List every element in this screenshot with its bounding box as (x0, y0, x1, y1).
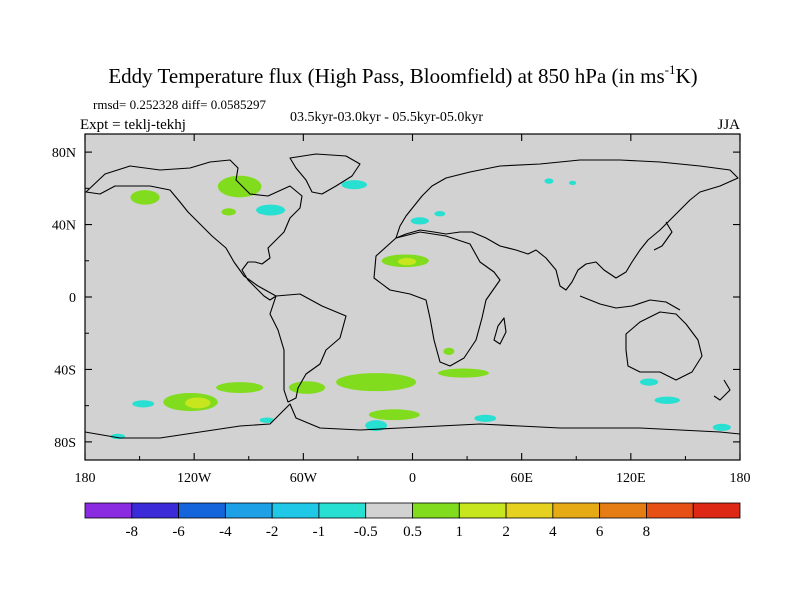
experiment-text: Expt = teklj-tekhj (80, 117, 186, 133)
coast-madagascar (493, 317, 507, 345)
coastlines (85, 153, 740, 439)
coast-antarctica (85, 403, 740, 439)
colorbar-swatch (412, 502, 460, 519)
colorbar-swatch (224, 502, 273, 519)
anomaly-region-5 (544, 178, 577, 186)
coast-africa (373, 231, 501, 367)
anomaly-patch (336, 373, 417, 392)
colorbar-swatch (178, 502, 226, 519)
coast-south-america (269, 293, 347, 403)
anomaly-region-6 (443, 347, 455, 355)
anomaly-patch (341, 180, 368, 190)
colorbar-label: -6 (172, 524, 185, 540)
anomaly-patch (434, 210, 446, 217)
coast-europe-asia (395, 159, 739, 291)
colorbar-swatch (692, 502, 741, 519)
anomaly-region-2 (221, 180, 368, 216)
anomaly-patch (639, 378, 659, 386)
anomaly-patch (544, 178, 554, 184)
coast-indonesia (579, 295, 681, 311)
x-axis: 180 120W 60W 0 60E 120E 180 (75, 134, 751, 486)
title-suffix: K) (675, 64, 697, 88)
anomaly-patch (397, 258, 417, 266)
coast-north-america (85, 159, 303, 301)
colorbar-label: -0.5 (354, 524, 378, 540)
anomaly-patch (288, 381, 326, 394)
anomaly-region-0 (217, 175, 262, 198)
anomaly-patch (437, 368, 489, 378)
coast-australia (625, 311, 703, 381)
colorbar-label: 6 (596, 524, 604, 540)
colorbar: -8 -6 -4 -2 -1 -0.5 0.5 1 2 4 6 8 (84, 502, 741, 540)
anomaly-patch (474, 414, 497, 422)
anomaly-patch (259, 417, 275, 423)
colorbar-swatch (131, 502, 179, 519)
colorbar-label: 0.5 (403, 524, 422, 540)
y-tick-label: 0 (69, 291, 76, 306)
colorbar-label: -8 (126, 524, 139, 540)
anomaly-patch (217, 175, 262, 198)
y-axis: 80N 40N 0 40S 80S (52, 146, 740, 451)
anomaly-region-7 (163, 368, 489, 421)
x-tick-label: 180 (730, 471, 751, 486)
anomaly-region-1 (130, 190, 160, 205)
anomaly-region-3 (410, 210, 446, 225)
season-text: JJA (717, 117, 740, 133)
coast-new-zealand (713, 379, 731, 401)
anomaly-patch (132, 400, 155, 408)
colorbar-swatch (505, 502, 554, 519)
anomaly-layer (110, 175, 731, 440)
colorbar-label: -4 (219, 524, 232, 540)
colorbar-label: 1 (456, 524, 464, 540)
anomaly-patch (443, 347, 455, 355)
colorbar-label: 2 (502, 524, 510, 540)
x-tick-label: 120E (616, 471, 646, 486)
period-text: 03.5kyr-03.0kyr - 05.5kyr-05.0kyr (290, 110, 483, 125)
anomaly-patch (216, 382, 264, 393)
colorbar-swatch (318, 502, 367, 519)
stats-text: rmsd= 0.252328 diff= 0.0585297 (93, 97, 266, 112)
coast-japan (653, 221, 673, 251)
colorbar-swatch (84, 502, 133, 519)
colorbar-swatch (271, 502, 320, 519)
y-tick-label: 80S (54, 436, 76, 451)
colorbar-label: -1 (313, 524, 326, 540)
anomaly-patch (568, 180, 577, 186)
x-tick-label: 0 (409, 471, 416, 486)
anomaly-patch (365, 420, 388, 432)
title-superscript: -1 (665, 62, 676, 77)
x-tick-label: 120W (177, 471, 212, 486)
anomaly-patch (410, 217, 429, 225)
colorbar-label: 4 (549, 524, 557, 540)
colorbar-label: 8 (643, 524, 651, 540)
coast-greenland (289, 153, 361, 195)
anomaly-patch (185, 397, 211, 409)
x-tick-label: 180 (75, 471, 96, 486)
y-tick-label: 40N (52, 219, 76, 234)
anomaly-patch (654, 396, 680, 404)
anomaly-patch (221, 208, 237, 216)
chart-title: Eddy Temperature flux (High Pass, Bloomf… (108, 62, 697, 88)
colorbar-swatch (365, 502, 413, 519)
colorbar-swatch (646, 502, 694, 519)
x-tick-label: 60W (290, 471, 318, 486)
anomaly-patch (712, 423, 731, 432)
colorbar-label: -2 (266, 524, 279, 540)
y-tick-label: 80N (52, 146, 76, 161)
anomaly-patch (130, 190, 160, 205)
anomaly-patch (368, 409, 420, 421)
colorbar-swatch (599, 502, 647, 519)
colorbar-swatch (552, 502, 601, 519)
colorbar-swatch (458, 502, 507, 519)
anomaly-patch (256, 204, 286, 216)
x-tick-label: 60E (510, 471, 533, 486)
anomaly-region-4 (381, 254, 429, 268)
y-tick-label: 40S (54, 363, 76, 378)
